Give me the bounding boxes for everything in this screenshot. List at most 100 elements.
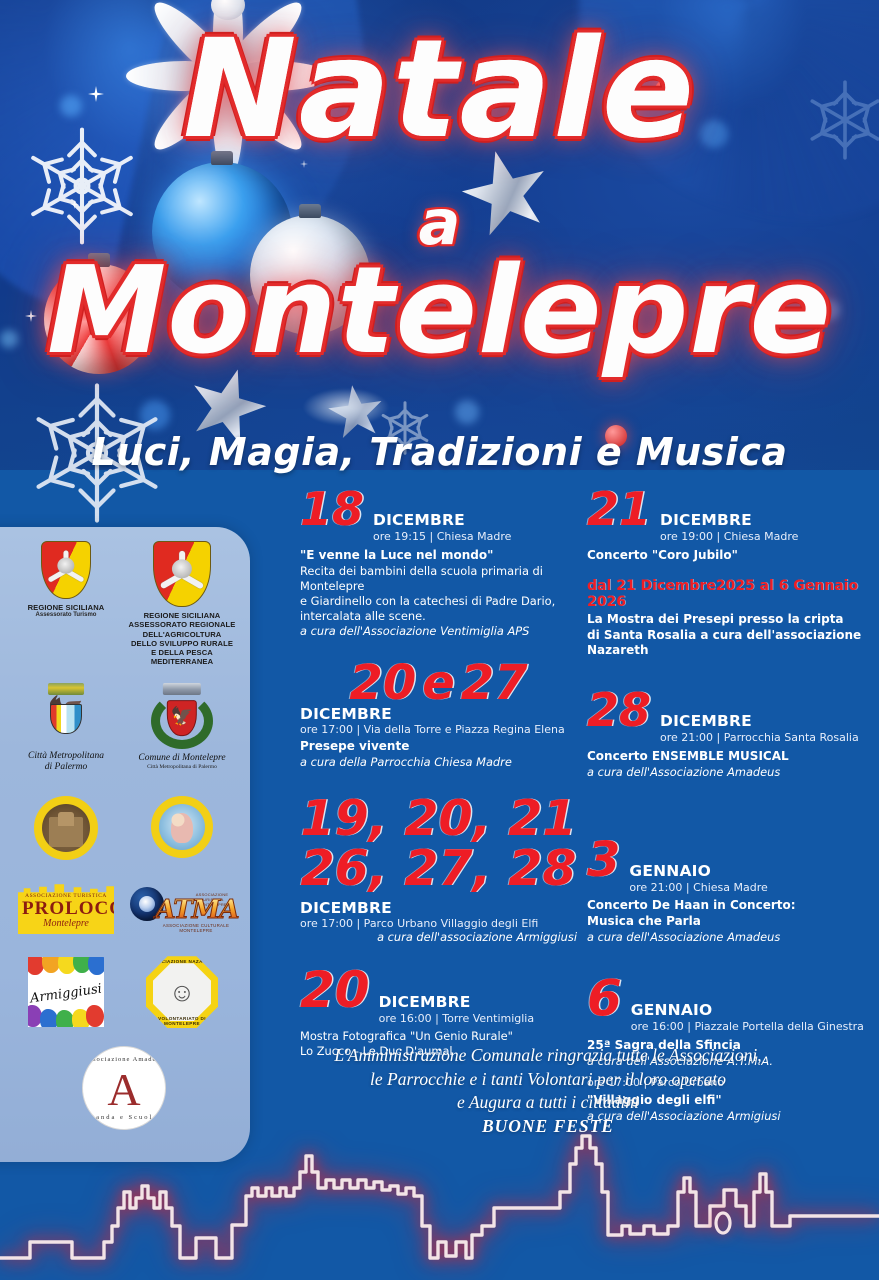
event-time-place: ore 17:00 | Via della Torre e Piazza Reg… — [300, 723, 565, 737]
sponsor-label: REGIONE SICILIANA — [27, 603, 105, 612]
event-title: Presepe vivente — [300, 739, 410, 754]
nazareth-top-text: ASSOCIAZIONE NAZARETH — [147, 958, 217, 964]
event-month: DICEMBRE — [373, 511, 465, 529]
event-time-place: ore 17:00 | Parco Urbano Villaggio degli… — [300, 917, 539, 931]
title-place: Montelepre — [46, 242, 833, 381]
sponsor-sublabel: Città Metropolitana di Palermo — [147, 764, 217, 771]
armiggiusi-logo-icon: Armiggiusi — [28, 957, 104, 1028]
proloco-logo-icon: ASSOCIAZIONE TURISTICA PROLOCO Montelepr… — [18, 884, 126, 935]
event-title: Concerto ENSEMBLE MUSICAL — [587, 749, 789, 764]
page-subtitle: Luci, Magia, Tradizioni e Musica — [91, 430, 788, 474]
parish-seal-church-icon — [34, 796, 98, 861]
event-28-dicembre: 28 DICEMBRE ore 21:00 | Parrocchia Santa… — [587, 683, 875, 780]
event-title: Concerto "Coro Jubilo" — [587, 548, 738, 562]
sponsor-citta-metropolitana-palermo: 🦅 Città Metropolitana di Palermo — [8, 682, 124, 775]
atma-main-text: ATMA — [155, 895, 240, 926]
event-day-separator: e — [422, 655, 455, 712]
palermo-crest-icon: 🦅 — [35, 682, 97, 747]
event-credit: a cura dell'Associazione A.T.M.A. — [587, 1053, 773, 1068]
amadeus-letter: A — [107, 1063, 141, 1115]
event-month: DICEMBRE — [300, 705, 392, 724]
event-credit: a cura della Parrocchia Chiesa Madre — [300, 755, 512, 770]
sponsor-nazareth: ASSOCIAZIONE NAZARETH ☺ VOLONTARIATO DI … — [124, 956, 240, 1029]
event-month: DICEMBRE — [660, 511, 752, 529]
event-days-line-2: 26, 27, 28 — [300, 840, 577, 898]
event-month: DICEMBRE — [378, 993, 471, 1012]
event-desc-2: di Santa Rosalia a cura dell'associazion… — [587, 627, 862, 658]
event-credit: a cura dell'Associazione Amadeus — [587, 929, 781, 944]
event-credit: a cura dell'Associazione Amadeus — [587, 765, 781, 780]
sponsor-label-3: DELL'AGRICOLTURA — [142, 629, 222, 639]
event-credit: a cura dell'Associazione Ventimiglia APS — [300, 624, 530, 639]
atma-sub-text: ASSOCIAZIONE CULTURALE MONTELEPRE — [162, 923, 230, 934]
sponsor-amadeus: Associazione Amadeus A Banda e Scuola — [8, 1046, 240, 1131]
event-time-place: ore 21:00 | Chiesa Madre — [629, 881, 768, 895]
thanks-line-3: e Augura a tutti i cittadini — [457, 1092, 639, 1113]
event-time-place: ore 16:00 | Torre Ventimiglia — [378, 1012, 535, 1026]
event-20-27-dicembre: 20 e 27 DICEMBRE ore 17:00 | Via della T… — [300, 655, 577, 770]
trinacria-shield-icon — [41, 541, 91, 599]
atma-top-text: ASSOCIAZIONE TURISTICA MONTELEPRE — [195, 892, 229, 907]
event-title-2: Musica che Parla — [587, 914, 701, 929]
event-day: 18 — [300, 482, 365, 536]
events-column-right: 21 DICEMBRE ore 19:00 | Chiesa Madre Con… — [587, 482, 875, 1130]
sponsor-label: Comune di Montelepre — [138, 752, 226, 763]
atma-logo-icon: ASSOCIAZIONE TURISTICA MONTELEPRE ATMA A… — [129, 885, 240, 934]
event-title: Concerto De Haan in Concerto: — [587, 898, 796, 913]
sponsor-regione-siciliana-agricoltura: REGIONE SICILIANA ASSESSORATO REGIONALE … — [124, 541, 240, 667]
sponsor-label: Città Metropolitana — [28, 750, 104, 761]
thanks-line-1: L'Amministrazione Comunale ringrazia tut… — [334, 1045, 762, 1065]
sponsor-comune-di-montelepre: 🦅 Comune di Montelepre Città Metropolita… — [124, 682, 240, 771]
event-18-dicembre: 18 DICEMBRE ore 19:15 | Chiesa Madre "E … — [300, 482, 577, 639]
sponsor-label-4: DELLO SVILUPPO RURALE — [130, 638, 234, 648]
event-day: 28 — [587, 683, 652, 738]
town-skyline-decoration — [0, 1130, 879, 1280]
sponsor-label-2: di Palermo — [44, 762, 88, 773]
tinsel-decoration — [286, 378, 406, 436]
event-title: Mostra Fotografica "Un Genio Rurale" — [300, 1029, 513, 1044]
event-day: 21 — [587, 482, 652, 536]
thanks-message: L'Amministrazione Comunale ringrazia tut… — [248, 1044, 848, 1139]
nazareth-logo-icon: ASSOCIAZIONE NAZARETH ☺ VOLONTARIATO DI … — [146, 956, 218, 1029]
sponsor-sublabel: Assessorato Turismo — [35, 612, 97, 619]
event-month: GENNAIO — [630, 1000, 713, 1019]
event-title-2: "Villaggio degli elfi" — [587, 1092, 722, 1107]
event-month: DICEMBRE — [660, 712, 752, 731]
event-days-line-1: 19, 20, 21 — [300, 790, 577, 848]
event-desc-2: e Giardinello con la catechesi di Padre … — [300, 593, 556, 608]
event-credit-2: a cura dell'Associazione Armigiusi — [587, 1108, 781, 1123]
event-villaggio-elfi-dicembre: 19, 20, 21 26, 27, 28 DICEMBRE ore 17:00… — [300, 794, 577, 945]
nazareth-bottom-text: VOLONTARIATO DI MONTELEPRE — [158, 1015, 206, 1026]
event-time-place: ore 16:00 | Piazzale Portella della Gine… — [630, 1019, 864, 1033]
event-desc-1: La Mostra dei Presepi presso la cripta — [587, 611, 844, 626]
event-time-place: ore 19:15 | Chiesa Madre — [373, 530, 512, 543]
armiggiusi-signature-text: Armiggiusi — [29, 981, 103, 1007]
event-month: DICEMBRE — [300, 899, 392, 918]
event-day: 3 — [587, 832, 621, 889]
sponsor-label: REGIONE SICILIANA — [143, 611, 221, 620]
trinacria-shield-icon — [153, 541, 211, 607]
sponsor-parrocchia-maria-ss-rimedi — [8, 796, 124, 861]
page-title: Natale — [182, 11, 697, 169]
event-credit: a cura dell'associazione Armiggiusi — [377, 930, 577, 945]
thanks-line-4: BUONE FESTE — [481, 1115, 615, 1136]
proloco-main-text: PROLOCO — [22, 898, 126, 920]
proloco-top-text: ASSOCIAZIONE TURISTICA — [25, 893, 107, 900]
event-time-place: ore 19:00 | Chiesa Madre — [660, 530, 799, 543]
parish-seal-madonna-icon — [151, 796, 213, 859]
sponsor-label-2: ASSESSORATO REGIONALE — [128, 620, 236, 630]
event-title: 25ª Sagra della Sfincia — [587, 1037, 741, 1052]
event-desc-1: Recita dei bambini della scuola primaria… — [300, 563, 543, 593]
sponsor-proloco-montelepre: ASSOCIAZIONE TURISTICA PROLOCO Montelepr… — [8, 884, 126, 935]
thanks-line-2: le Parrocchie e i tanti Volontari per il… — [370, 1068, 726, 1089]
event-mostra-presepi: dal 21 Dicembre2025 al 6 Gennaio 2026 La… — [587, 578, 875, 659]
event-title: "E venne la Luce nel mondo" — [300, 548, 494, 562]
events-column-left: 18 DICEMBRE ore 19:15 | Chiesa Madre "E … — [300, 482, 577, 1130]
bokeh-dot — [455, 400, 479, 424]
event-month: GENNAIO — [629, 862, 712, 881]
event-time-place: ore 21:00 | Parrocchia Santa Rosalia — [660, 731, 859, 745]
event-desc-3: intercalata alle scene. — [300, 608, 426, 623]
sponsor-label-5: E DELLA PESCA MEDITERRANEA — [150, 648, 214, 667]
sponsor-regione-siciliana-turismo: REGIONE SICILIANA Assessorato Turismo — [8, 541, 124, 618]
